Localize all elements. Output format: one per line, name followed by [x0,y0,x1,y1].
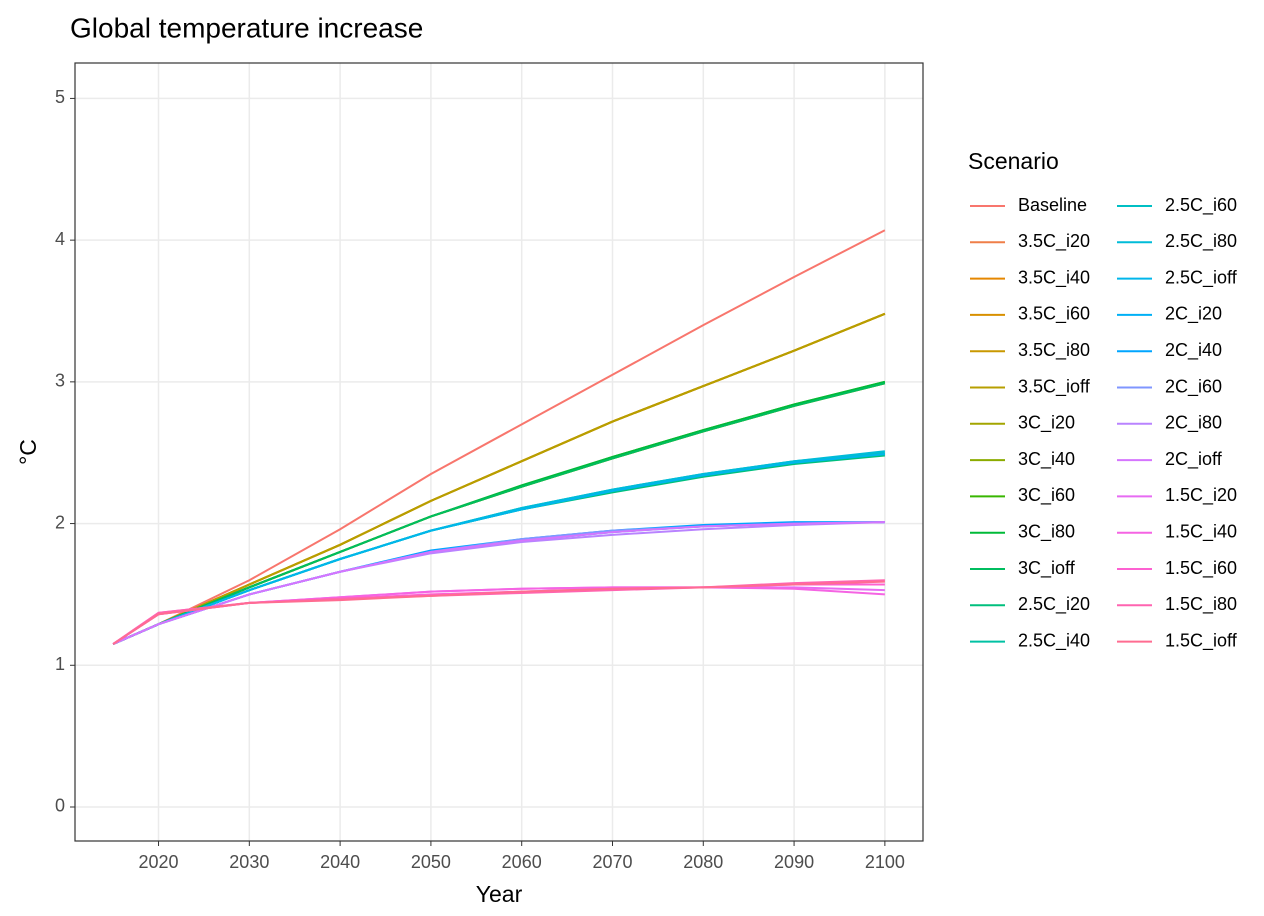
legend-label: 2.5C_i20 [1018,594,1090,615]
x-tick-label: 2060 [502,852,542,872]
legend-label: Baseline [1018,195,1087,215]
series-line [112,453,885,645]
legend-label: 2C_i60 [1165,376,1222,397]
legend-label: 1.5C_i80 [1165,594,1237,615]
series-line [112,229,886,645]
series-line [112,521,885,645]
y-tick-label: 0 [55,796,65,816]
series-line [112,521,885,645]
series-line [112,521,885,645]
y-tick-label: 3 [55,371,65,391]
x-tick-label: 2080 [683,852,723,872]
y-tick-label: 4 [55,229,65,249]
legend-label: 3C_i40 [1018,449,1075,470]
plot-border [74,62,924,842]
legend-label: 1.5C_i40 [1165,521,1237,542]
legend-label: 1.5C_ioff [1165,630,1238,651]
x-tick-label: 2070 [592,852,632,872]
x-tick-label: 2040 [320,852,360,872]
series-line [112,521,885,645]
legend-label: 2C_i20 [1165,304,1222,325]
legend-label: 3C_i20 [1018,413,1075,434]
legend-label: 3C_ioff [1018,558,1076,579]
legend-label: 3C_i80 [1018,521,1075,542]
legend-label: 2C_i80 [1165,413,1222,434]
legend-label: 3.5C_i20 [1018,231,1090,252]
legend-label: 2C_i40 [1165,340,1222,361]
x-tick-label: 2030 [229,852,269,872]
y-tick-label: 5 [55,87,65,107]
legend-label: 2.5C_i40 [1018,630,1090,651]
x-axis-label: Year [476,881,523,907]
x-tick-label: 2100 [865,852,905,872]
legend-title: Scenario [968,148,1059,174]
chart-title: Global temperature increase [70,12,423,43]
series-line [112,312,886,645]
legend-label: 3.5C_ioff [1018,376,1091,397]
legend-label: 2.5C_ioff [1165,267,1238,288]
y-axis-label: °C [15,439,41,465]
series-line [112,454,885,645]
x-tick-label: 2090 [774,852,814,872]
series-line [112,450,885,645]
legend-label: 3C_i60 [1018,485,1075,506]
series-line [112,453,885,645]
x-tick-label: 2020 [139,852,179,872]
legend-label: 3.5C_i60 [1018,304,1090,325]
series-line [112,451,885,645]
y-tick-label: 1 [55,654,65,674]
legend-label: 2.5C_i80 [1165,231,1237,252]
series-line [112,521,885,645]
series-line [112,382,886,645]
legend-label: 1.5C_i60 [1165,558,1237,579]
x-tick-label: 2050 [411,852,451,872]
series-line [112,580,885,645]
legend-label: 3.5C_i40 [1018,267,1090,288]
legend-label: 1.5C_i20 [1165,485,1237,506]
y-tick-label: 2 [55,512,65,532]
legend-label: 2.5C_i60 [1165,195,1237,216]
legend-label: 2C_ioff [1165,449,1223,470]
legend-label: 3.5C_i80 [1018,340,1090,361]
